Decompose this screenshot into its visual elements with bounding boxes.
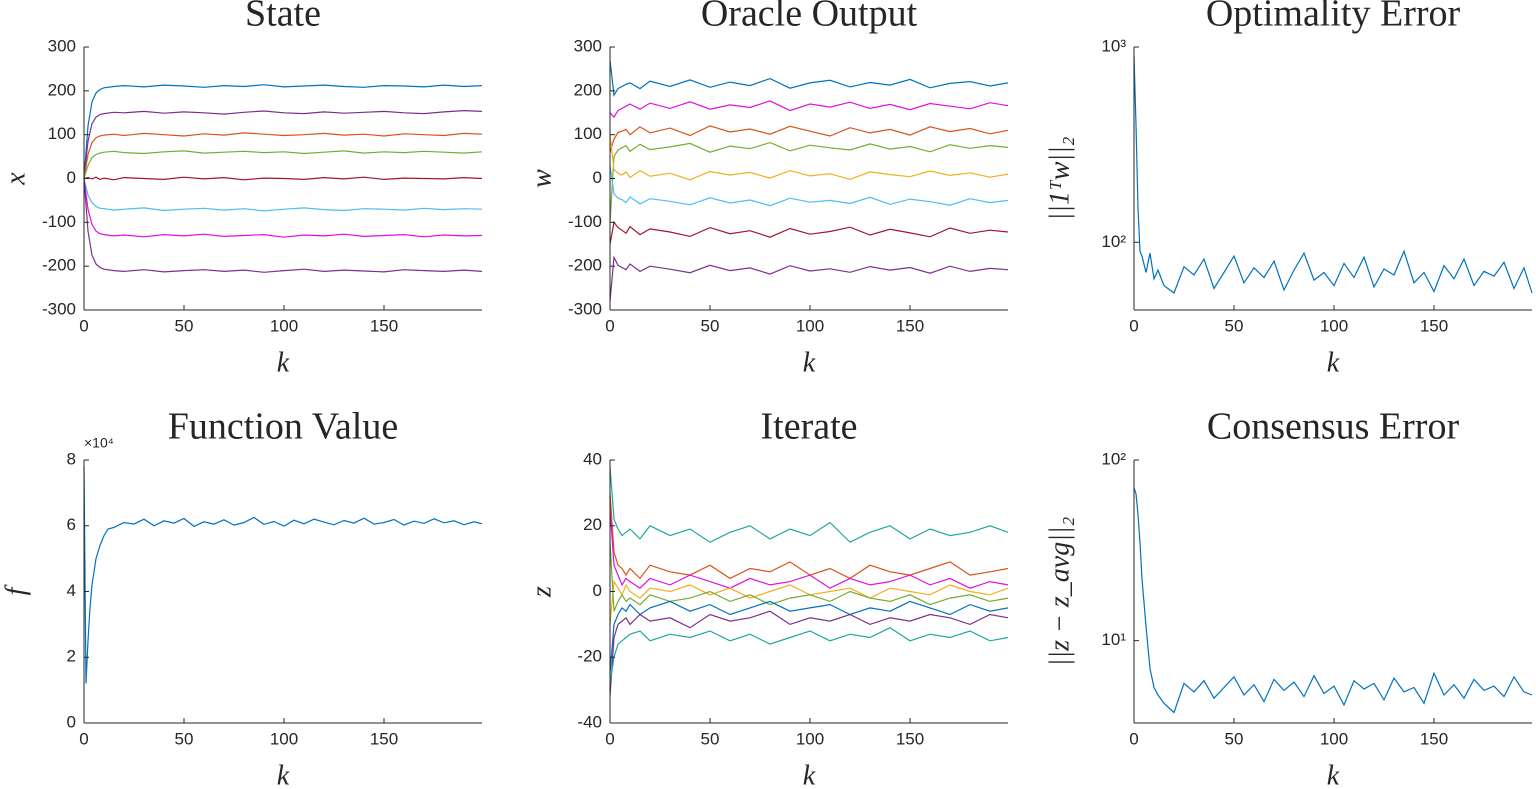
x-tick-label: 150 [896, 316, 924, 335]
subplot-title: Optimality Error [1206, 0, 1461, 35]
series-line [83, 176, 483, 181]
x-tick-label: 0 [79, 729, 88, 748]
y-tick-label: -300 [568, 299, 602, 318]
subplot-title: Iterate [760, 406, 857, 448]
y-axis-label: ||1ᵀw||₂ [1044, 136, 1075, 220]
series-line [83, 84, 483, 179]
y-tick-label: 20 [583, 515, 602, 534]
series-line [609, 134, 1009, 181]
x-tick-label: 150 [370, 316, 398, 335]
x-tick-label: 0 [605, 316, 614, 335]
series-line [609, 220, 1009, 245]
y-tick-label: -200 [42, 256, 76, 275]
x-tick-label: 50 [175, 316, 194, 335]
x-tick-label: 0 [79, 316, 88, 335]
x-tick-label: 50 [1225, 729, 1244, 748]
y-tick-label: 10³ [1101, 36, 1126, 55]
y-tick-label: -300 [42, 299, 76, 318]
x-tick-label: 150 [370, 729, 398, 748]
x-axis-label: k [1327, 347, 1340, 378]
y-tick-label: 0 [593, 581, 602, 600]
subplot-title: Function Value [168, 406, 398, 448]
x-tick-label: 0 [1129, 729, 1138, 748]
x-axis-label: k [803, 760, 816, 789]
y-axis-label: f [0, 584, 31, 595]
axis-exponent: ×10⁴ [84, 435, 114, 451]
series-line [83, 109, 483, 179]
y-tick-label: 4 [67, 581, 76, 600]
y-tick-label: 10¹ [1101, 630, 1126, 649]
series-line [609, 600, 1009, 674]
y-tick-label: 0 [593, 168, 602, 187]
series-line [609, 627, 1009, 684]
series-line [83, 150, 483, 179]
series-line [609, 579, 1009, 625]
y-tick-label: -100 [568, 212, 602, 231]
y-tick-label: 10² [1101, 232, 1126, 251]
series-line [83, 178, 483, 238]
x-tick-label: 50 [701, 729, 720, 748]
series-line [609, 466, 1009, 543]
y-tick-label: 300 [574, 36, 602, 55]
y-tick-label: 2 [67, 647, 76, 666]
series-line [609, 509, 1009, 589]
x-tick-label: 150 [1420, 729, 1448, 748]
x-tick-label: 50 [175, 729, 194, 748]
y-tick-label: 200 [48, 80, 76, 99]
x-tick-label: 100 [270, 316, 298, 335]
x-axis-label: k [803, 347, 816, 378]
series-line [609, 542, 1009, 612]
series-line [609, 125, 1009, 153]
x-tick-label: 150 [1420, 316, 1448, 335]
series-line [1133, 487, 1533, 714]
y-axis-label: z [526, 586, 557, 598]
series-line [609, 60, 1009, 98]
y-tick-label: -200 [568, 256, 602, 275]
subplot-title: State [245, 0, 321, 35]
x-tick-label: 0 [1129, 316, 1138, 335]
y-tick-label: 100 [574, 124, 602, 143]
y-tick-label: 0 [67, 712, 76, 731]
y-tick-label: 200 [574, 80, 602, 99]
y-tick-label: 10² [1101, 449, 1126, 468]
x-tick-label: 100 [796, 316, 824, 335]
x-axis-label: k [277, 760, 290, 789]
x-tick-label: 100 [1320, 729, 1348, 748]
x-tick-label: 50 [1225, 316, 1244, 335]
subplot-title: Oracle Output [701, 0, 918, 35]
series-line [609, 141, 1009, 223]
x-axis-label: k [1327, 760, 1340, 789]
series-line [83, 132, 483, 179]
x-axis-label: k [277, 347, 290, 378]
y-axis-label: ||z − z_avg||₂ [1044, 516, 1075, 666]
series-line [609, 165, 1009, 207]
y-tick-label: 6 [67, 515, 76, 534]
y-tick-label: 100 [48, 124, 76, 143]
series-line [609, 255, 1009, 302]
series-line [609, 100, 1009, 119]
series-line [83, 466, 483, 684]
y-tick-label: 8 [67, 449, 76, 468]
x-tick-label: 100 [270, 729, 298, 748]
series-line [83, 178, 483, 212]
x-tick-label: 50 [701, 316, 720, 335]
y-tick-label: -40 [577, 712, 602, 731]
series-line [609, 610, 1009, 697]
y-tick-label: -100 [42, 212, 76, 231]
x-tick-label: 0 [605, 729, 614, 748]
y-tick-label: -20 [577, 647, 602, 666]
y-tick-label: 40 [583, 449, 602, 468]
series-line [83, 178, 483, 273]
series-line [1133, 55, 1533, 294]
series-line [609, 492, 1009, 580]
y-tick-label: 300 [48, 36, 76, 55]
y-tick-label: 0 [67, 168, 76, 187]
subplot-title: Consensus Error [1207, 406, 1460, 448]
y-axis-label: x [0, 172, 31, 186]
y-axis-label: w [526, 169, 557, 188]
x-tick-label: 100 [796, 729, 824, 748]
x-tick-label: 150 [896, 729, 924, 748]
x-tick-label: 100 [1320, 316, 1348, 335]
